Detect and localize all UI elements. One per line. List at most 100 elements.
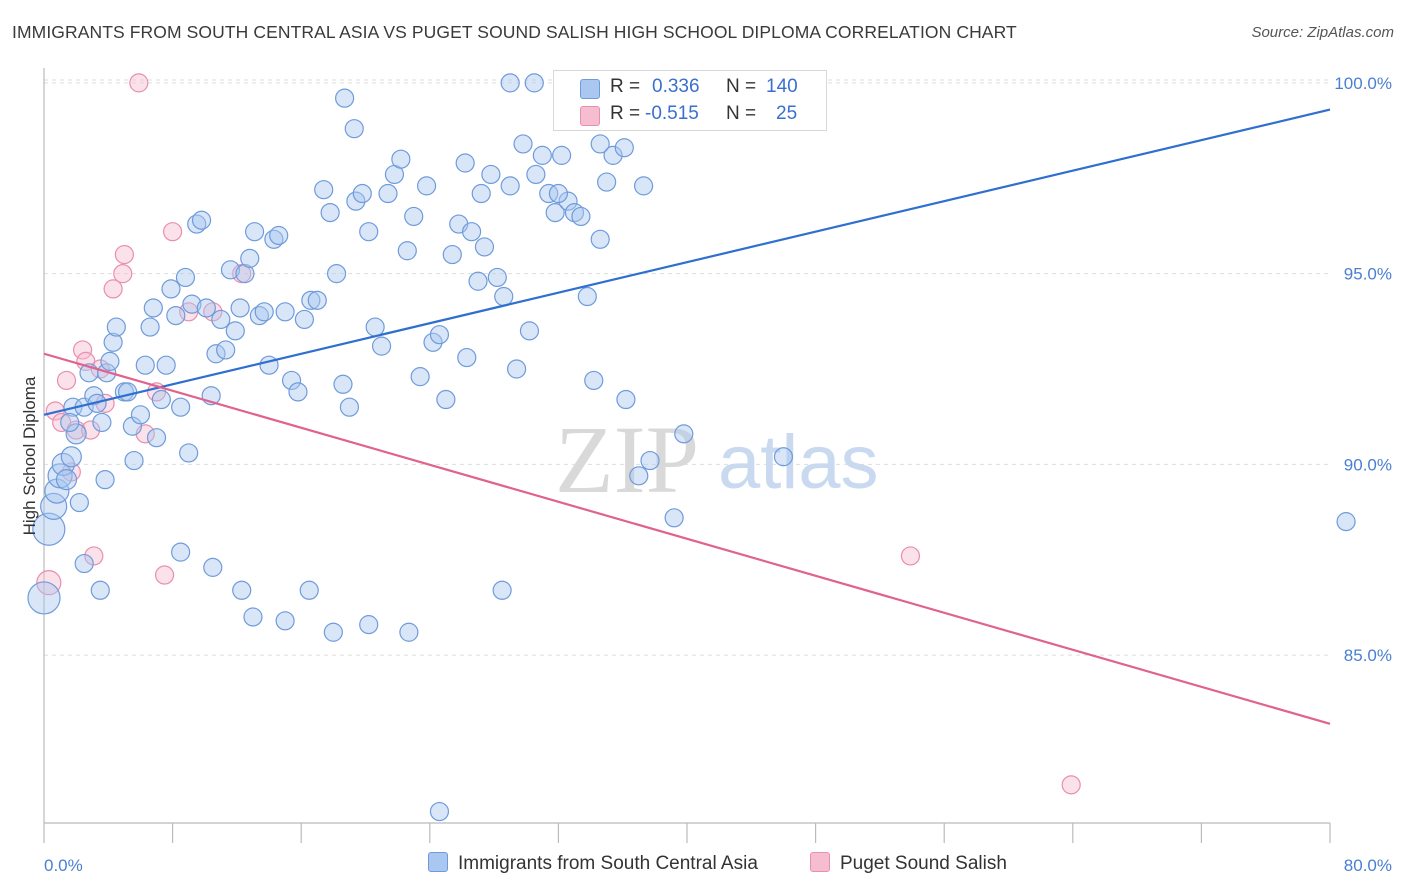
watermark: ZIP atlas <box>555 406 879 513</box>
grid-lines <box>44 79 1330 656</box>
data-point-south-central-asia <box>436 389 456 410</box>
data-point-south-central-asia <box>455 153 475 173</box>
data-point-south-central-asia <box>416 176 437 196</box>
data-point-south-central-asia <box>333 374 353 394</box>
legend-swatch-blue <box>428 852 448 872</box>
data-point-south-central-asia <box>545 203 565 223</box>
data-point-south-central-asia <box>130 405 151 425</box>
data-point-south-central-asia <box>171 397 191 417</box>
tick-labels: 85.0% 90.0% 95.0% 100.0% 0.0% 80.0% <box>44 74 1392 875</box>
data-point-south-central-asia <box>773 447 794 467</box>
data-point-south-central-asia <box>196 298 216 318</box>
legend-swatch-pink <box>810 852 830 872</box>
y-tick-label: 100.0% <box>1334 74 1392 93</box>
data-point-south-central-asia <box>69 492 89 513</box>
legend-item-puget-sound-salish[interactable]: Puget Sound Salish <box>810 852 1007 875</box>
data-point-south-central-asia <box>206 344 226 364</box>
data-point-south-central-asia <box>269 225 289 246</box>
data-point-south-central-asia <box>633 176 654 196</box>
data-point-south-central-asia <box>232 580 252 600</box>
data-point-south-central-asia <box>166 306 186 326</box>
data-point-south-central-asia <box>299 580 319 600</box>
legend-r-label: R = <box>610 103 641 124</box>
data-point-south-central-asia <box>124 450 144 471</box>
data-point-south-central-asia <box>629 466 649 486</box>
data-point-south-central-asia <box>423 332 443 352</box>
data-point-south-central-asia <box>117 382 138 402</box>
data-point-south-central-asia <box>558 191 578 211</box>
data-point-south-central-asia <box>603 145 623 165</box>
data-point-puget-sound-salish <box>129 73 149 93</box>
data-point-puget-sound-salish <box>114 244 134 265</box>
data-point-south-central-asia <box>151 389 171 410</box>
data-point-south-central-asia <box>220 260 241 280</box>
data-point-puget-sound-salish <box>103 279 123 299</box>
data-point-south-central-asia <box>339 397 360 417</box>
data-point-south-central-asia <box>92 412 112 433</box>
data-point-puget-sound-salish <box>56 370 77 391</box>
data-point-south-central-asia <box>60 446 82 468</box>
legend-item-south-central-asia[interactable]: Immigrants from South Central Asia <box>428 852 758 875</box>
data-point-south-central-asia <box>500 73 520 93</box>
y-tick-label: 90.0% <box>1344 455 1392 474</box>
data-point-south-central-asia <box>171 542 191 562</box>
y-axis-label: High School Diploma <box>20 376 39 535</box>
data-point-south-central-asia <box>32 512 66 546</box>
data-point-south-central-asia <box>519 321 540 341</box>
data-point-south-central-asia <box>65 423 87 445</box>
legend-row-blue: R = 0.336 N = 140 <box>554 73 826 101</box>
data-point-south-central-asia <box>346 191 366 211</box>
stats-legend: R = 0.336 N = 140 R = -0.515 N = 25 <box>553 70 827 131</box>
legend-r-value: 0.336 <box>652 76 700 97</box>
data-point-puget-sound-salish <box>163 222 183 242</box>
data-point-south-central-asia <box>182 294 202 314</box>
data-point-south-central-asia <box>140 317 160 337</box>
trend-line-puget-sound-salish <box>43 352 1331 725</box>
data-point-puget-sound-salish <box>1061 775 1081 795</box>
data-point-south-central-asia <box>468 271 488 291</box>
watermark-zip: ZIP <box>555 406 699 513</box>
legend-label-puget-sound-salish: Puget Sound Salish <box>840 853 1007 874</box>
x-tick-label: 0.0% <box>44 856 83 875</box>
data-point-south-central-asia <box>254 302 274 322</box>
data-point-south-central-asia <box>548 183 569 204</box>
data-point-south-central-asia <box>235 264 255 284</box>
data-point-south-central-asia <box>365 317 385 337</box>
data-point-south-central-asia <box>378 183 398 204</box>
y-tick-label: 95.0% <box>1344 265 1392 284</box>
legend-swatch-pink <box>580 106 600 126</box>
data-point-south-central-asia <box>590 229 610 249</box>
data-point-south-central-asia <box>614 138 634 158</box>
data-point-south-central-asia <box>494 286 514 307</box>
data-point-south-central-asia <box>74 553 94 574</box>
data-point-south-central-asia <box>457 347 477 368</box>
data-point-south-central-asia <box>27 581 61 615</box>
data-point-south-central-asia <box>175 267 196 288</box>
series-puget-sound-salish-points <box>36 73 1081 795</box>
data-point-south-central-asia <box>664 508 684 528</box>
data-point-south-central-asia <box>397 241 417 261</box>
legend-r-label: R = <box>610 76 641 97</box>
data-point-south-central-asia <box>60 412 80 433</box>
data-point-south-central-asia <box>230 298 250 318</box>
data-point-south-central-asia <box>288 382 308 402</box>
data-point-south-central-asia <box>179 443 199 463</box>
data-point-south-central-asia <box>492 580 512 600</box>
data-point-south-central-asia <box>275 302 295 322</box>
data-point-south-central-asia <box>281 370 302 391</box>
data-point-south-central-asia <box>442 244 462 265</box>
data-point-south-central-asia <box>552 145 572 165</box>
data-point-south-central-asia <box>103 332 123 352</box>
trend-lines <box>43 108 1331 725</box>
data-point-south-central-asia <box>146 428 167 448</box>
data-point-south-central-asia <box>474 237 495 257</box>
data-point-south-central-asia <box>371 336 392 356</box>
legend-n-label: N = <box>726 103 757 124</box>
data-point-south-central-asia <box>143 298 163 318</box>
data-point-south-central-asia <box>640 450 660 471</box>
data-point-south-central-asia <box>161 279 181 299</box>
data-point-south-central-asia <box>532 145 552 165</box>
data-point-south-central-asia <box>307 290 327 310</box>
data-point-south-central-asia <box>513 134 533 154</box>
data-point-south-central-asia <box>301 290 321 310</box>
